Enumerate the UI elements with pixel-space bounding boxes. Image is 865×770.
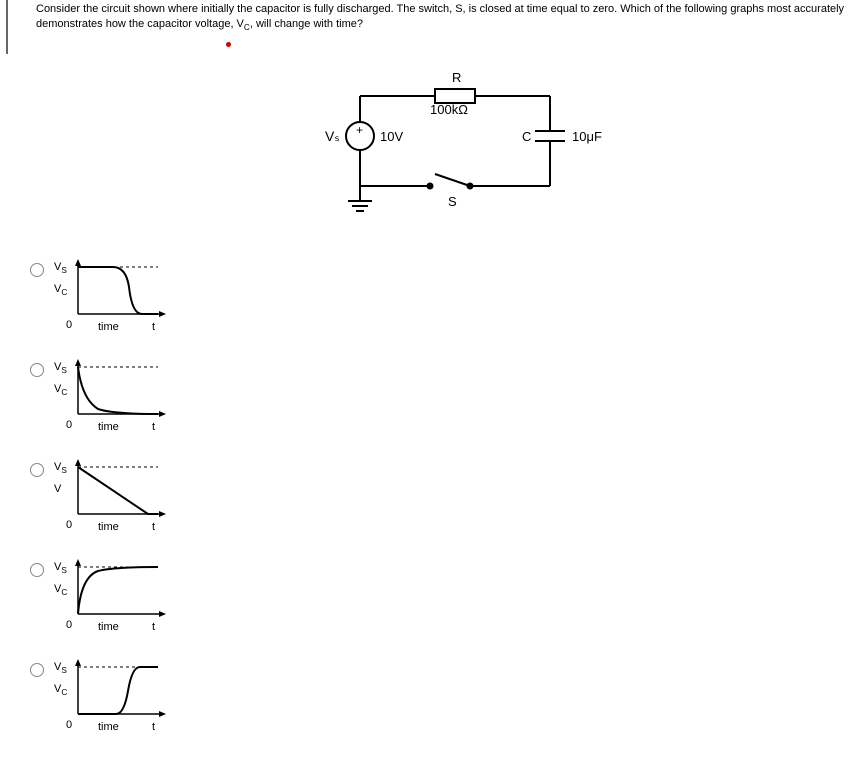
graph: VSV0timet	[68, 459, 178, 539]
graph-svg	[68, 659, 168, 724]
y-label-vc: V	[54, 483, 61, 495]
circuit-diagram: R 100kΩ Vₛ + 10V C 10μF S	[300, 66, 865, 239]
option-row: VS VC 0 time t	[0, 259, 865, 339]
graph: VSVC0timet	[68, 659, 178, 739]
y-label-vc: VC	[54, 683, 67, 697]
x-axis-label: time	[98, 321, 119, 333]
source-label: Vₛ	[325, 128, 340, 144]
graph: VSVC0timet	[68, 259, 178, 339]
x-axis-label: time	[98, 521, 119, 533]
radio-button[interactable]	[30, 263, 44, 277]
option-row: VS VC 0 time t	[0, 559, 865, 639]
y-label-vs: VS	[54, 361, 67, 375]
graph-svg	[68, 359, 168, 424]
plus-sign: +	[356, 123, 363, 137]
y-label-vs: VS	[54, 261, 67, 275]
incomplete-dot-icon	[226, 42, 231, 47]
zero-label: 0	[66, 719, 72, 731]
t-label: t	[152, 521, 155, 533]
x-axis-label: time	[98, 421, 119, 433]
question-text: Consider the circuit shown where initial…	[6, 0, 865, 54]
zero-label: 0	[66, 519, 72, 531]
zero-label: 0	[66, 419, 72, 431]
capacitor-value: 10μF	[572, 129, 602, 144]
t-label: t	[152, 721, 155, 733]
graph-svg	[68, 459, 168, 524]
y-label-vc: VC	[54, 583, 67, 597]
radio-button[interactable]	[30, 663, 44, 677]
y-label-vc: VC	[54, 283, 67, 297]
zero-label: 0	[66, 619, 72, 631]
y-label-vs: VS	[54, 661, 67, 675]
t-label: t	[152, 421, 155, 433]
resistor-label: R	[452, 70, 461, 85]
t-label: t	[152, 621, 155, 633]
radio-button[interactable]	[30, 363, 44, 377]
option-row: VS VC 0 time t	[0, 359, 865, 439]
question-line1: Consider the circuit shown where initial…	[36, 3, 844, 15]
y-label-vc: VC	[54, 383, 67, 397]
graph: VSVC0timet	[68, 559, 178, 639]
graph-svg	[68, 559, 168, 624]
radio-button[interactable]	[30, 463, 44, 477]
question-line2-suffix: , will change with time?	[250, 18, 363, 30]
capacitor-label: C	[522, 129, 531, 144]
switch-label: S	[448, 194, 457, 209]
option-row: VS V 0 time t	[0, 459, 865, 539]
source-value: 10V	[380, 129, 403, 144]
t-label: t	[152, 321, 155, 333]
circuit-svg: R 100kΩ Vₛ + 10V C 10μF S	[300, 66, 640, 236]
graph: VSVC0timet	[68, 359, 178, 439]
option-row: VS VC 0 time t	[0, 659, 865, 739]
graph-svg	[68, 259, 168, 324]
question-line2-prefix: demonstrates how the capacitor voltage, …	[36, 18, 244, 30]
zero-label: 0	[66, 319, 72, 331]
x-axis-label: time	[98, 721, 119, 733]
y-label-vs: VS	[54, 461, 67, 475]
radio-button[interactable]	[30, 563, 44, 577]
resistor-value: 100kΩ	[430, 102, 468, 117]
x-axis-label: time	[98, 621, 119, 633]
y-label-vs: VS	[54, 561, 67, 575]
